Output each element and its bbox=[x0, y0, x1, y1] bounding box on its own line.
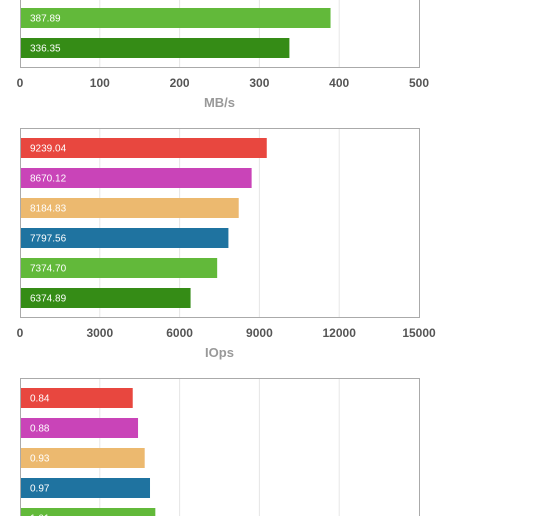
x-tick-label: 200 bbox=[170, 76, 190, 90]
x-tick-label: 6000 bbox=[166, 326, 193, 340]
x-axis-title: IOps bbox=[205, 345, 234, 360]
bar[interactable] bbox=[21, 448, 145, 468]
bar-value-label: 0.88 bbox=[30, 424, 50, 435]
bar-value-label: 0.93 bbox=[30, 454, 50, 465]
x-tick-label: 300 bbox=[249, 76, 269, 90]
bar-value-label: 9239.04 bbox=[30, 144, 67, 155]
x-tick-label: 400 bbox=[329, 76, 349, 90]
bar-value-label: 7374.70 bbox=[30, 264, 67, 275]
plot-frame bbox=[20, 128, 420, 318]
x-tick-label: 9000 bbox=[246, 326, 273, 340]
bar-value-label: 0.84 bbox=[30, 394, 50, 405]
bar-value-label: 1.01 bbox=[30, 514, 50, 516]
bar[interactable] bbox=[21, 508, 156, 516]
bar[interactable] bbox=[21, 38, 290, 58]
bar[interactable] bbox=[21, 138, 267, 158]
x-tick-label: 15000 bbox=[402, 326, 436, 340]
x-axis-title: MB/s bbox=[204, 95, 235, 110]
bar[interactable] bbox=[21, 418, 139, 438]
bar[interactable] bbox=[21, 8, 331, 28]
bar[interactable] bbox=[21, 258, 218, 278]
plot-frame bbox=[20, 0, 420, 68]
chart-panel-3: 0.84 0.88 0.93 0.97 1.01 bbox=[20, 378, 420, 516]
bar-value-label: 8670.12 bbox=[30, 174, 67, 185]
bar-value-label: 6374.89 bbox=[30, 294, 67, 305]
x-tick-label: 100 bbox=[90, 76, 110, 90]
bar-value-label: 0.97 bbox=[30, 484, 50, 495]
x-tick-label: 0 bbox=[17, 326, 24, 340]
x-tick-label: 0 bbox=[17, 76, 24, 90]
x-tick-label: 500 bbox=[409, 76, 429, 90]
plot-frame bbox=[20, 378, 420, 516]
bar-value-label: 387.89 bbox=[30, 14, 61, 25]
x-tick-label: 3000 bbox=[86, 326, 113, 340]
bar[interactable] bbox=[21, 288, 191, 308]
bar-value-label: 7797.56 bbox=[30, 234, 67, 245]
bar-value-label: 8184.83 bbox=[30, 204, 67, 215]
bar[interactable] bbox=[21, 168, 252, 188]
bar[interactable] bbox=[21, 228, 229, 248]
x-tick-label: 12000 bbox=[323, 326, 357, 340]
chart-panel-2: 9239.04 8670.12 8184.83 7797.56 7374.70 6374.… bbox=[17, 128, 436, 360]
bar[interactable] bbox=[21, 388, 133, 408]
bar-value-label: 336.35 bbox=[30, 44, 61, 55]
chart-panel-1: 387.89 336.35 0 100 200 300 400 500 MB/s bbox=[17, 0, 429, 110]
bar[interactable] bbox=[21, 478, 151, 498]
bar[interactable] bbox=[21, 198, 239, 218]
